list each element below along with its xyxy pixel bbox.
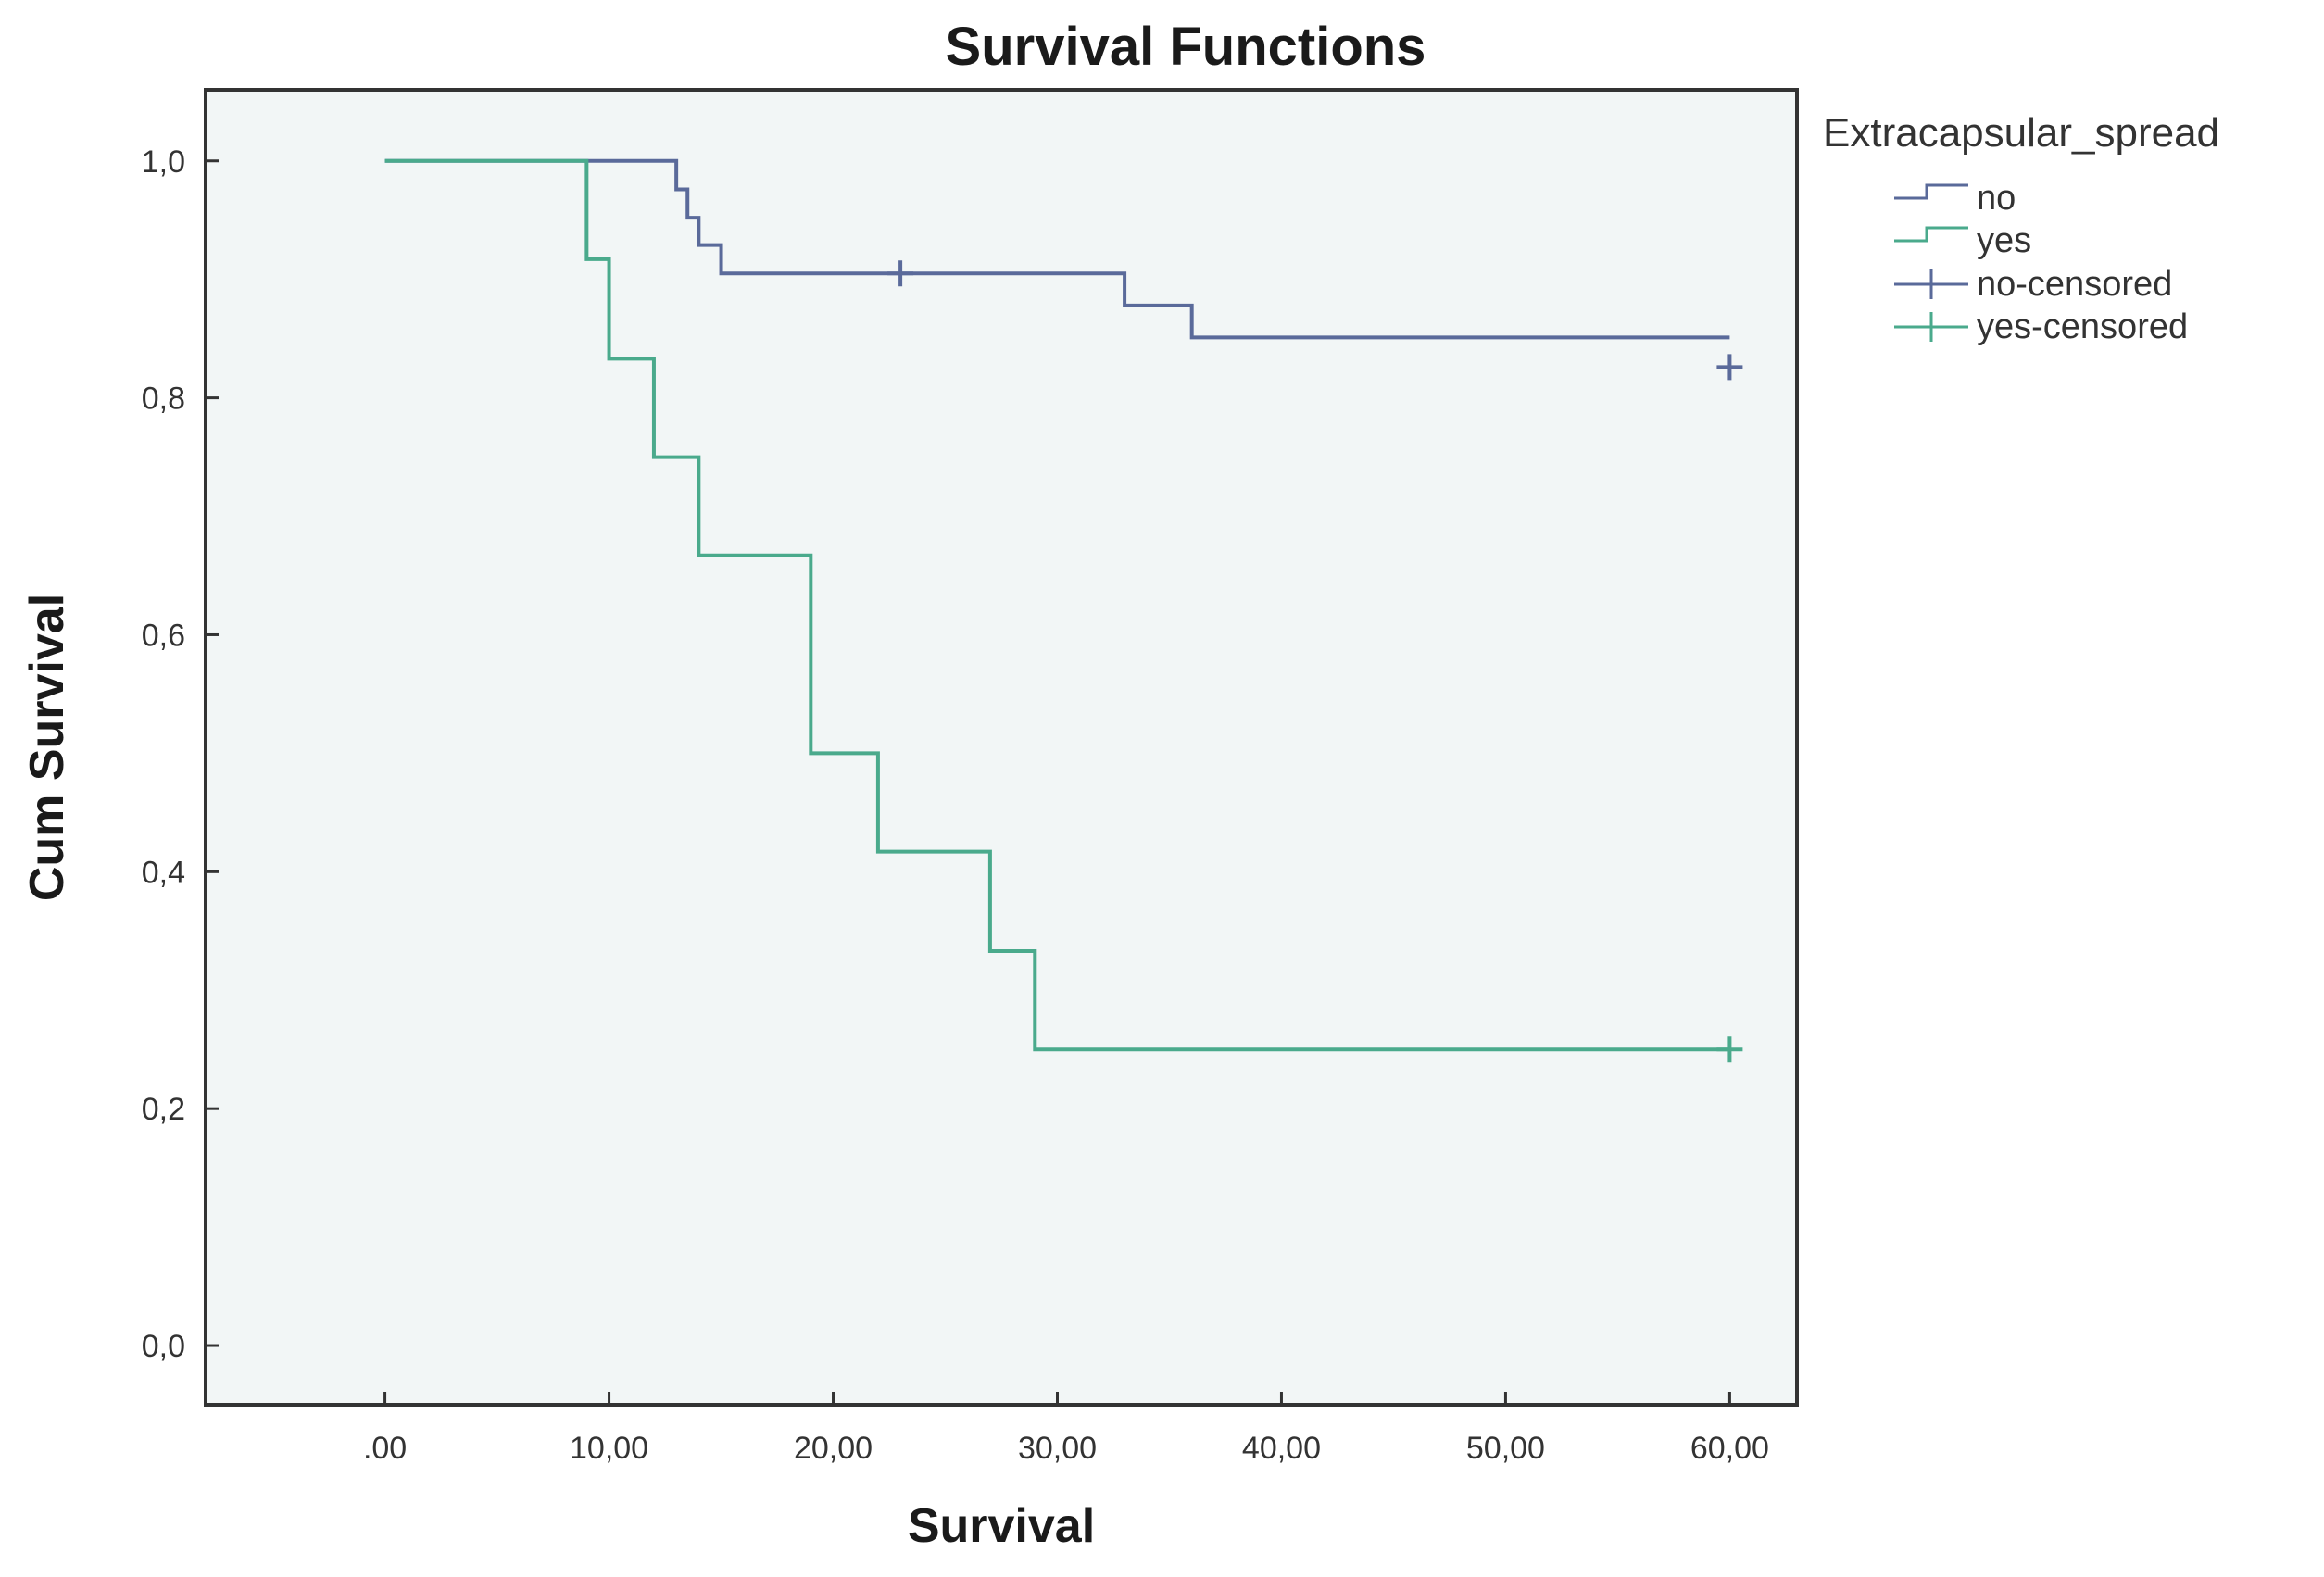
legend-item-no-censored: no-censored (1894, 265, 2172, 304)
x-tick-label: 30,00 (1018, 1431, 1097, 1466)
y-axis: 0,0 0,2 0,4 0,6 0,8 1,0 (142, 144, 219, 1364)
x-tick-label: .00 (363, 1431, 407, 1466)
x-tick-label: 10,00 (570, 1431, 648, 1466)
legend-item-no: no (1894, 179, 2016, 218)
y-tick-label: 1,0 (142, 144, 185, 180)
legend-item-yes: yes (1894, 221, 2031, 260)
y-tick-label: 0,0 (142, 1329, 185, 1364)
series-line-yes (384, 158, 1730, 1052)
y-tick-label: 0,8 (142, 382, 185, 417)
legend: Extracapsular_spread no yes no-censored … (1823, 110, 2219, 346)
censor-mark-no (887, 260, 914, 287)
series-layer (384, 158, 1743, 1063)
legend-step-icon-yes (1894, 226, 1968, 243)
censor-mark-no (1716, 354, 1743, 381)
x-tick-label: 60,00 (1690, 1431, 1769, 1466)
x-tick-label: 40,00 (1242, 1431, 1321, 1466)
censor-mark-yes (1716, 1036, 1743, 1063)
y-tick-label: 0,2 (142, 1092, 185, 1127)
legend-step-icon-no (1894, 183, 1968, 200)
legend-censor-icon-yes (1894, 312, 1968, 342)
x-tick-label: 50,00 (1466, 1431, 1545, 1466)
x-axis: .00 10,00 20,00 30,00 40,00 50,00 60,00 (363, 1392, 1769, 1466)
legend-label-no-censored: no-censored (1977, 265, 2172, 304)
legend-label-yes: yes (1977, 221, 2031, 260)
chart-title: Survival Functions (946, 17, 1426, 77)
legend-label-no: no (1977, 179, 2016, 218)
series-line-no (384, 158, 1730, 340)
legend-censor-icon-no (1894, 269, 1968, 299)
y-tick-label: 0,4 (142, 855, 185, 890)
plot-area (204, 88, 1799, 1407)
y-axis-title: Cum Survival (20, 594, 74, 901)
y-tick-label: 0,6 (142, 618, 185, 653)
legend-label-yes-censored: yes-censored (1977, 307, 2188, 346)
legend-item-yes-censored: yes-censored (1894, 307, 2188, 346)
legend-title: Extracapsular_spread (1823, 110, 2219, 156)
x-axis-title: Survival (908, 1499, 1095, 1553)
x-tick-label: 20,00 (794, 1431, 873, 1466)
